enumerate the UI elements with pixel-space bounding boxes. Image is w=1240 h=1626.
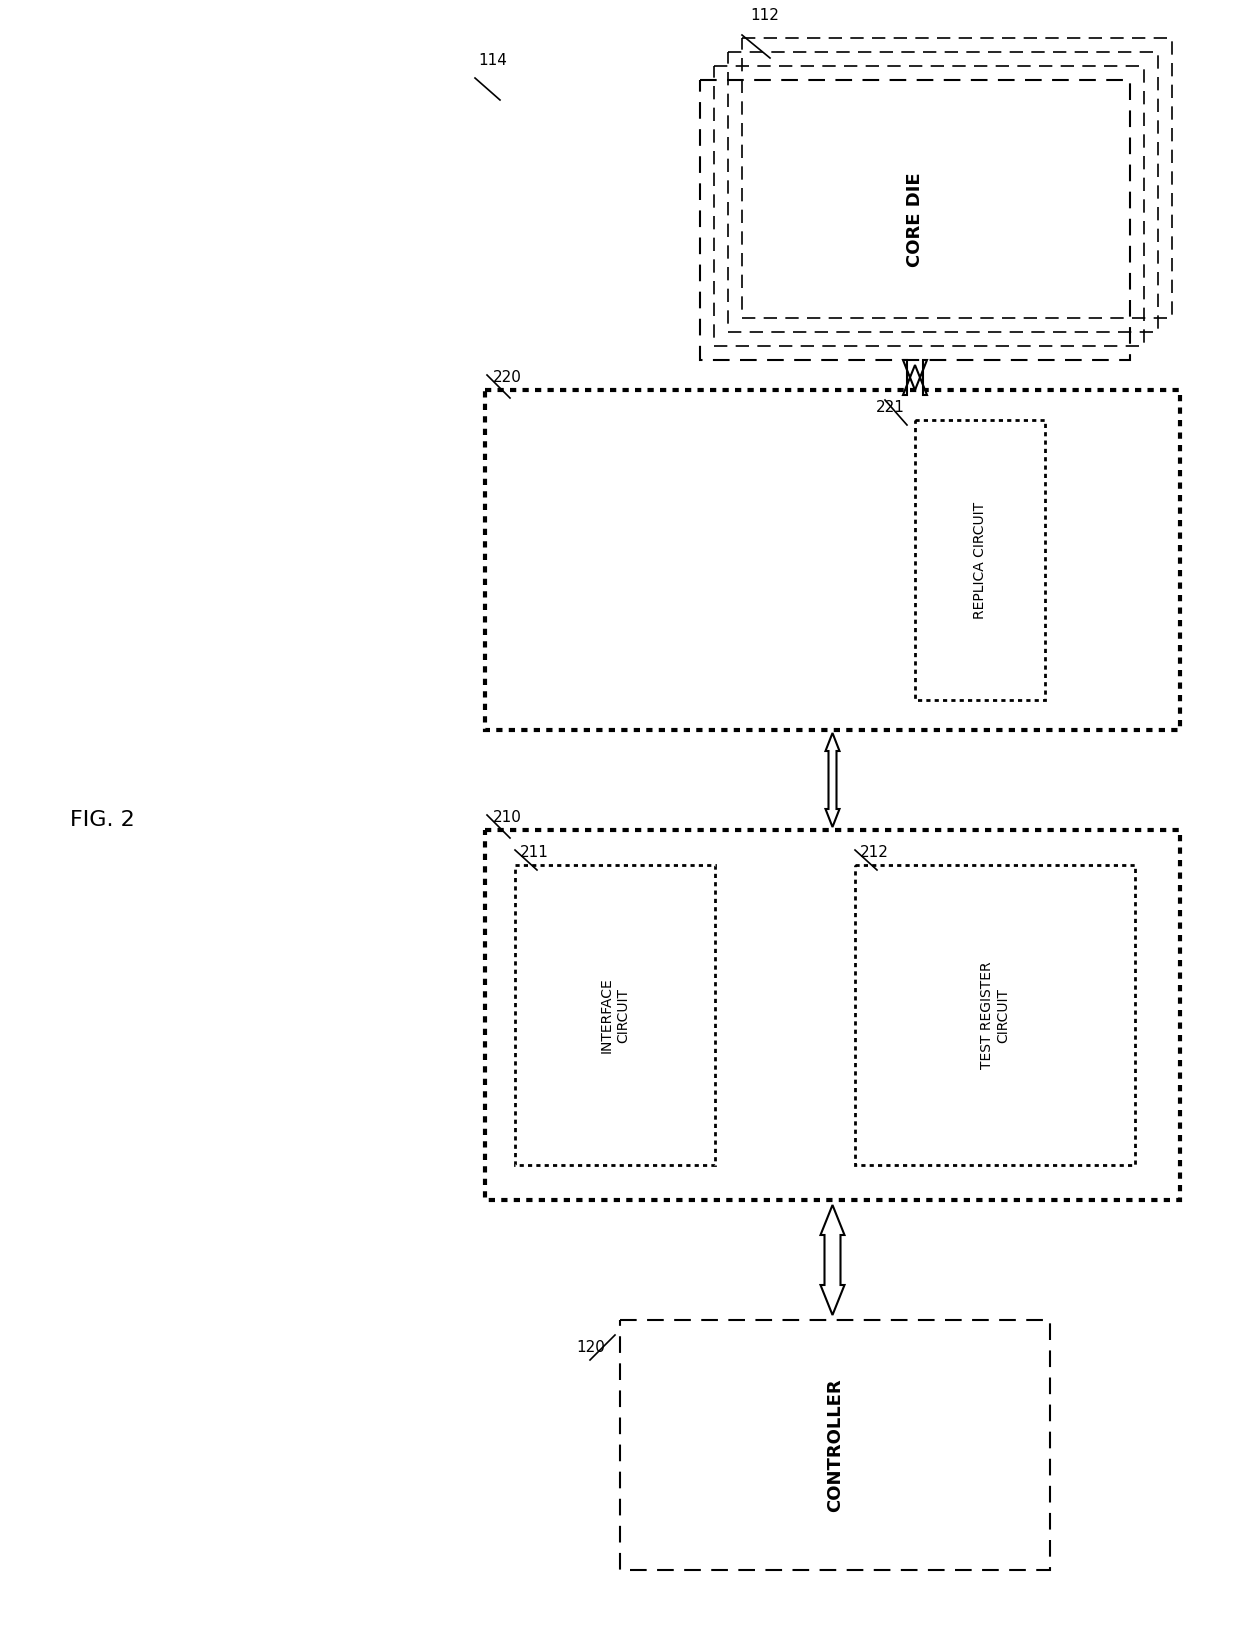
Text: 221: 221: [877, 400, 905, 415]
Bar: [714, 67, 1145, 346]
Polygon shape: [821, 1205, 844, 1315]
Text: 112: 112: [750, 8, 779, 23]
Polygon shape: [903, 359, 928, 395]
Bar: [701, 80, 1130, 359]
Text: INTERFACE
CIRCUIT: INTERFACE CIRCUIT: [600, 977, 630, 1054]
Text: TEST REGISTER
CIRCUIT: TEST REGISTER CIRCUIT: [980, 961, 1011, 1068]
Text: CONTROLLER: CONTROLLER: [826, 1379, 844, 1512]
Bar: [485, 829, 1180, 1200]
Bar: [620, 1320, 1050, 1571]
Text: REPLICA CIRCUIT: REPLICA CIRCUIT: [973, 501, 987, 618]
Polygon shape: [826, 733, 839, 828]
Bar: [515, 865, 715, 1164]
Text: FIG. 2: FIG. 2: [69, 810, 135, 829]
Text: CORE DIE: CORE DIE: [906, 172, 924, 267]
Bar: [485, 390, 1180, 730]
Bar: [742, 37, 1172, 319]
Text: 210: 210: [494, 810, 522, 824]
Text: 212: 212: [861, 846, 889, 860]
Text: 220: 220: [494, 371, 522, 385]
Bar: [915, 420, 1045, 701]
Text: 120: 120: [577, 1340, 605, 1354]
Text: 114: 114: [477, 54, 507, 68]
Bar: [728, 52, 1158, 332]
Bar: [856, 865, 1135, 1164]
Text: 211: 211: [520, 846, 549, 860]
